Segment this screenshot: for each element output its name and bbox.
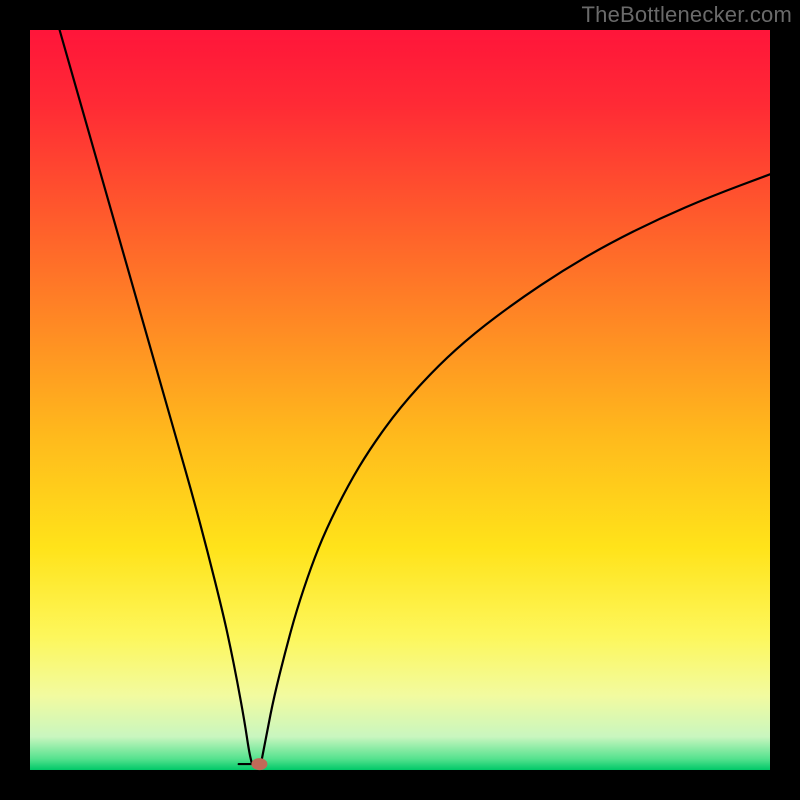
optimal-point-marker — [251, 758, 267, 770]
watermark-text: TheBottlenecker.com — [582, 2, 792, 28]
gradient-panel — [30, 30, 770, 770]
bottleneck-chart — [0, 0, 800, 800]
